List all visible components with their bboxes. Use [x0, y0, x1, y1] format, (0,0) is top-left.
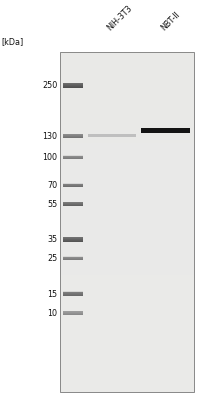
Bar	[63, 238, 83, 242]
Text: NBT-II: NBT-II	[160, 10, 182, 32]
Bar	[141, 128, 190, 134]
Bar	[60, 52, 194, 392]
Text: 250: 250	[42, 81, 57, 90]
Bar	[63, 292, 83, 296]
Text: NIH-3T3: NIH-3T3	[105, 3, 134, 32]
Text: 35: 35	[47, 235, 57, 244]
Text: 130: 130	[42, 132, 57, 141]
Text: 10: 10	[47, 309, 57, 318]
Text: 70: 70	[47, 181, 57, 190]
Text: 25: 25	[47, 254, 57, 263]
Text: 15: 15	[47, 290, 57, 298]
Text: 100: 100	[42, 153, 57, 162]
Bar	[63, 202, 83, 206]
Bar	[63, 134, 83, 138]
Bar	[63, 184, 83, 187]
Text: [kDa]: [kDa]	[1, 37, 23, 46]
Bar	[63, 83, 83, 88]
Bar	[60, 52, 194, 392]
Bar	[63, 312, 83, 315]
Bar	[63, 257, 83, 260]
Text: 55: 55	[47, 200, 57, 209]
Bar	[88, 134, 136, 137]
Bar	[63, 156, 83, 159]
